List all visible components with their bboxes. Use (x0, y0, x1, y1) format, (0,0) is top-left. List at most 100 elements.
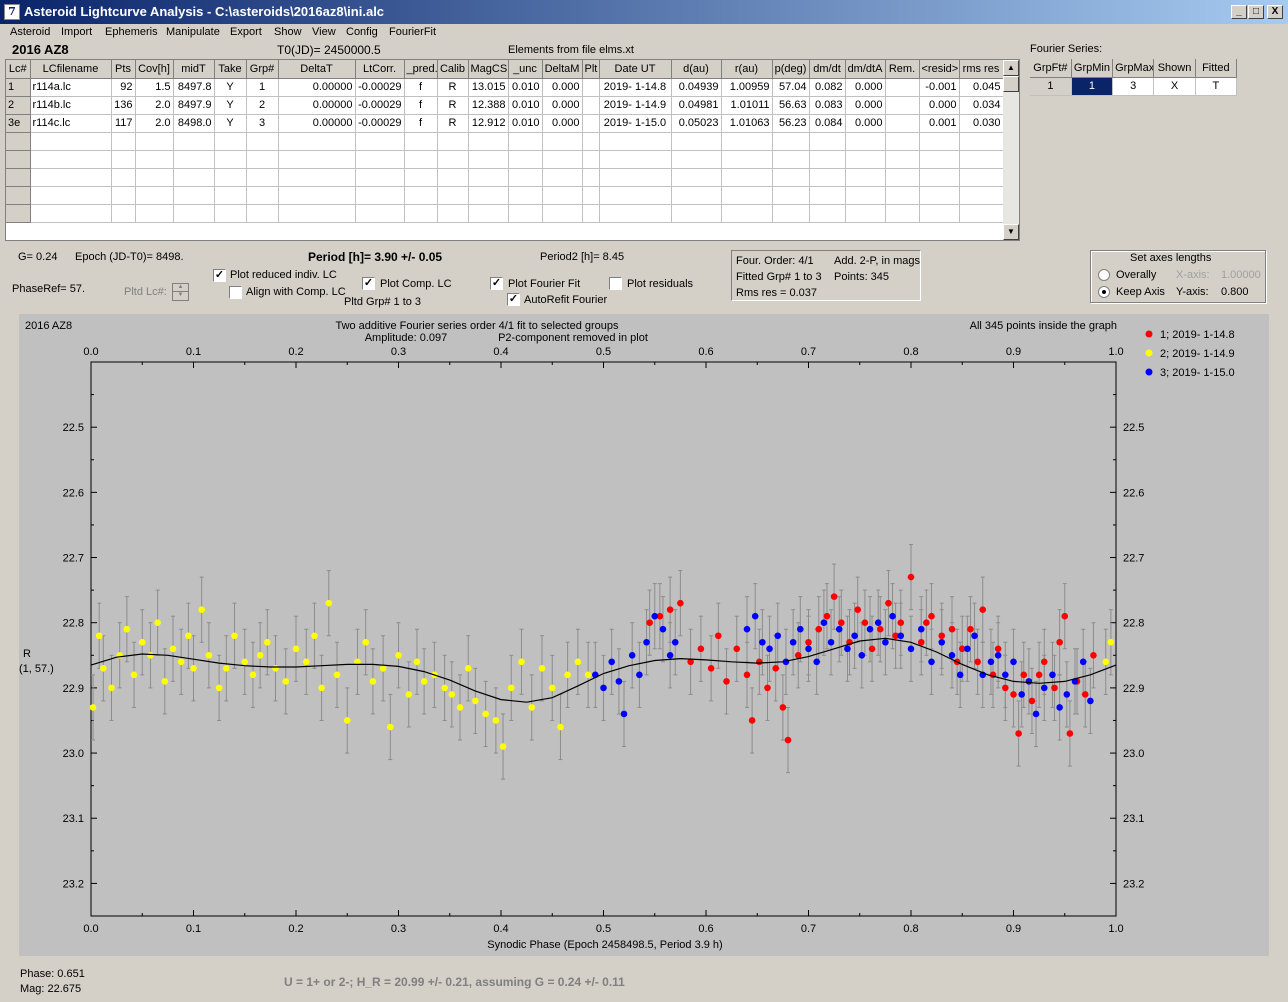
table-cell[interactable] (437, 168, 469, 187)
plot-reduced-checkbox[interactable]: ✓ (213, 269, 226, 282)
data-point-series-3[interactable] (774, 632, 782, 640)
table-cell[interactable]: 12.388 (468, 96, 509, 115)
minimize-button[interactable]: _ (1231, 5, 1247, 19)
table-cell[interactable]: 12.912 (468, 114, 509, 133)
table-cell[interactable]: 0.010 (508, 114, 543, 133)
data-point-series-1[interactable] (1015, 730, 1022, 737)
table-cell[interactable] (582, 168, 600, 187)
data-point-series-2[interactable] (420, 678, 428, 685)
data-point-series-2[interactable] (123, 625, 131, 633)
data-point-series-3[interactable] (659, 625, 667, 633)
table-cell[interactable]: f (404, 114, 438, 133)
data-point-series-2[interactable] (464, 665, 472, 672)
data-point-series-1[interactable] (707, 665, 715, 672)
table-cell[interactable] (671, 204, 722, 223)
lc-col-header[interactable]: Calib (437, 60, 469, 79)
table-cell[interactable]: 56.23 (772, 114, 810, 133)
table-row[interactable]: 3e r114c.lc 117 2.0 8498.0 Y 3 0.00000 -0.00029 f… (6, 114, 1004, 133)
data-point-series-3[interactable] (827, 638, 835, 646)
data-point-series-1[interactable] (979, 606, 987, 613)
table-cell[interactable] (30, 186, 112, 205)
table-cell[interactable] (404, 186, 438, 205)
fourier-col-header[interactable]: Shown (1153, 59, 1196, 78)
data-point-series-1[interactable] (715, 632, 722, 640)
data-point-series-3[interactable] (1079, 658, 1087, 666)
table-cell[interactable]: 0.04939 (671, 78, 722, 97)
table-cell[interactable] (582, 78, 600, 97)
table-cell[interactable] (355, 150, 405, 169)
data-point-series-3[interactable] (615, 678, 623, 685)
data-point-series-1[interactable] (748, 717, 756, 724)
table-cell[interactable] (404, 204, 438, 223)
lc-col-header[interactable]: dm/dtA (845, 60, 886, 79)
data-point-series-2[interactable] (249, 671, 257, 679)
table-cell[interactable] (214, 186, 247, 205)
table-cell[interactable]: -0.00029 (355, 114, 405, 133)
lc-col-header[interactable]: _pred. (404, 60, 438, 79)
table-cell[interactable]: 0.000 (919, 96, 960, 115)
lc-col-header[interactable]: _unc (508, 60, 543, 79)
data-point-series-2[interactable] (169, 645, 177, 653)
table-cell[interactable]: 0.000 (845, 114, 886, 133)
data-point-series-3[interactable] (1049, 671, 1056, 679)
data-point-series-1[interactable] (666, 606, 674, 613)
table-cell[interactable] (582, 150, 600, 169)
table-cell[interactable] (30, 168, 112, 187)
data-point-series-2[interactable] (318, 684, 325, 692)
table-cell[interactable]: 2019- 1-14.8 (599, 78, 672, 97)
data-point-series-2[interactable] (441, 684, 448, 692)
table-cell[interactable] (468, 132, 509, 151)
plot-comp-checkbox[interactable]: ✓ (362, 277, 375, 290)
data-point-series-2[interactable] (100, 665, 107, 672)
data-point-series-3[interactable] (743, 625, 751, 633)
table-cell[interactable] (919, 150, 960, 169)
plot-residuals-checkbox[interactable] (609, 277, 622, 290)
data-point-series-2[interactable] (215, 684, 223, 692)
table-cell[interactable] (111, 168, 136, 187)
table-cell[interactable]: Y (214, 114, 247, 133)
data-point-series-2[interactable] (557, 723, 564, 731)
row-header-cell[interactable] (6, 168, 31, 187)
table-cell[interactable] (721, 132, 773, 151)
table-cell[interactable] (919, 132, 960, 151)
data-point-series-3[interactable] (882, 638, 889, 646)
table-row[interactable] (6, 150, 1004, 169)
data-point-series-1[interactable] (830, 593, 838, 600)
table-cell[interactable] (671, 150, 722, 169)
table-cell[interactable] (721, 186, 773, 205)
table-cell[interactable] (809, 132, 846, 151)
table-cell[interactable] (278, 168, 356, 187)
data-point-series-1[interactable] (1010, 691, 1017, 698)
data-point-series-1[interactable] (923, 619, 930, 627)
table-cell[interactable]: 0.082 (809, 78, 846, 97)
table-cell[interactable] (173, 132, 215, 151)
table-cell[interactable]: 0.00000 (278, 78, 356, 97)
data-point-series-2[interactable] (528, 704, 536, 711)
table-cell[interactable] (721, 168, 773, 187)
fourier-cell[interactable]: 3 (1112, 77, 1155, 96)
table-cell[interactable] (508, 186, 543, 205)
data-point-series-3[interactable] (789, 638, 797, 646)
lc-col-header[interactable]: <resid> (919, 60, 960, 79)
data-point-series-1[interactable] (897, 619, 905, 627)
data-point-series-2[interactable] (190, 665, 197, 672)
table-cell[interactable] (135, 150, 174, 169)
table-cell[interactable] (173, 168, 215, 187)
table-cell[interactable]: 57.04 (772, 78, 810, 97)
table-cell[interactable] (468, 150, 509, 169)
data-point-series-3[interactable] (1002, 671, 1009, 679)
table-cell[interactable]: -0.001 (919, 78, 960, 97)
data-point-series-2[interactable] (302, 658, 310, 666)
data-point-series-1[interactable] (868, 645, 876, 653)
table-cell[interactable] (885, 168, 920, 187)
data-point-series-3[interactable] (797, 625, 804, 633)
table-cell[interactable] (671, 132, 722, 151)
data-point-series-2[interactable] (241, 658, 249, 666)
lc-col-header[interactable]: Grp# (246, 60, 279, 79)
table-row[interactable] (6, 132, 1004, 151)
table-cell[interactable] (173, 150, 215, 169)
data-point-series-1[interactable] (907, 573, 915, 581)
table-cell[interactable]: 1.00959 (721, 78, 773, 97)
data-point-series-1[interactable] (1081, 691, 1089, 698)
data-point-series-2[interactable] (231, 632, 238, 640)
